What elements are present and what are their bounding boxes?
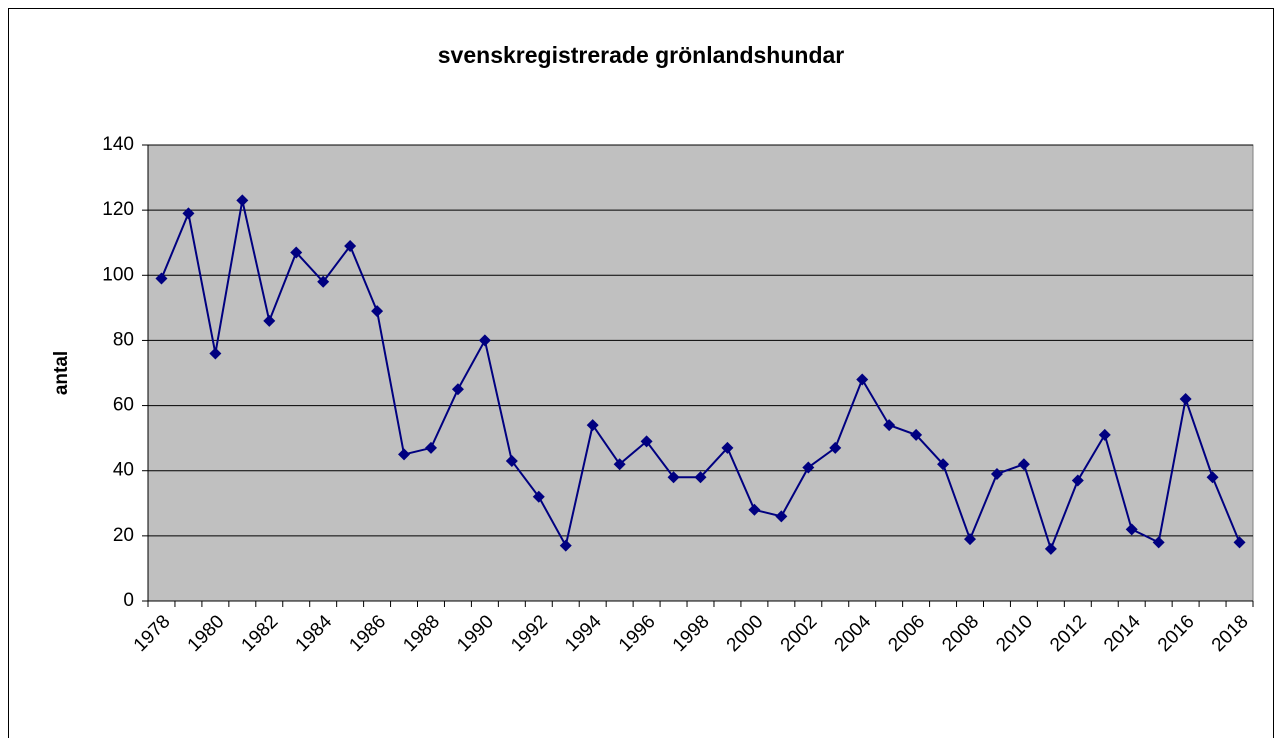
data-point bbox=[694, 471, 707, 484]
plot-area bbox=[147, 144, 1254, 602]
y-tick-label: 140 bbox=[102, 134, 134, 155]
data-point bbox=[1125, 523, 1138, 536]
data-point bbox=[236, 194, 249, 207]
y-axis-label: antal bbox=[51, 351, 72, 395]
data-point bbox=[721, 441, 734, 454]
data-point bbox=[990, 467, 1003, 480]
data-point bbox=[883, 419, 896, 432]
data-point bbox=[640, 435, 653, 448]
y-tick-label: 120 bbox=[102, 199, 134, 220]
data-point bbox=[1179, 393, 1192, 406]
data-point bbox=[775, 510, 788, 523]
data-point bbox=[263, 314, 276, 327]
data-point bbox=[1206, 471, 1219, 484]
y-tick-label: 40 bbox=[113, 460, 134, 481]
data-point bbox=[209, 347, 222, 360]
data-point bbox=[182, 207, 195, 220]
y-tick-label: 0 bbox=[123, 590, 134, 611]
data-point bbox=[451, 383, 464, 396]
data-point bbox=[937, 458, 950, 471]
data-point bbox=[1071, 474, 1084, 487]
data-point bbox=[910, 428, 923, 441]
data-point bbox=[1233, 536, 1246, 549]
y-tick-label: 20 bbox=[113, 525, 134, 546]
data-point bbox=[398, 448, 411, 461]
chart-title: svenskregistrerade grönlandshundar bbox=[438, 42, 845, 68]
data-point bbox=[478, 334, 491, 347]
data-point bbox=[586, 419, 599, 432]
data-point bbox=[559, 539, 572, 552]
data-point bbox=[802, 461, 815, 474]
data-point bbox=[371, 305, 384, 318]
data-point bbox=[829, 441, 842, 454]
data-point bbox=[613, 458, 626, 471]
data-point bbox=[1044, 542, 1057, 555]
y-tick-label: 100 bbox=[102, 264, 134, 285]
data-point bbox=[424, 441, 437, 454]
data-point bbox=[856, 373, 869, 386]
data-point bbox=[1098, 428, 1111, 441]
data-point bbox=[155, 272, 168, 285]
data-point bbox=[532, 490, 545, 503]
data-point bbox=[1017, 458, 1030, 471]
y-tick-label: 60 bbox=[113, 395, 134, 416]
data-point bbox=[748, 503, 761, 516]
data-point bbox=[667, 471, 680, 484]
data-point bbox=[344, 239, 357, 252]
data-point bbox=[317, 275, 330, 288]
data-point bbox=[1152, 536, 1165, 549]
data-point bbox=[290, 246, 303, 259]
y-tick-label: 80 bbox=[113, 329, 134, 350]
data-point bbox=[505, 454, 518, 467]
data-point bbox=[964, 533, 977, 546]
